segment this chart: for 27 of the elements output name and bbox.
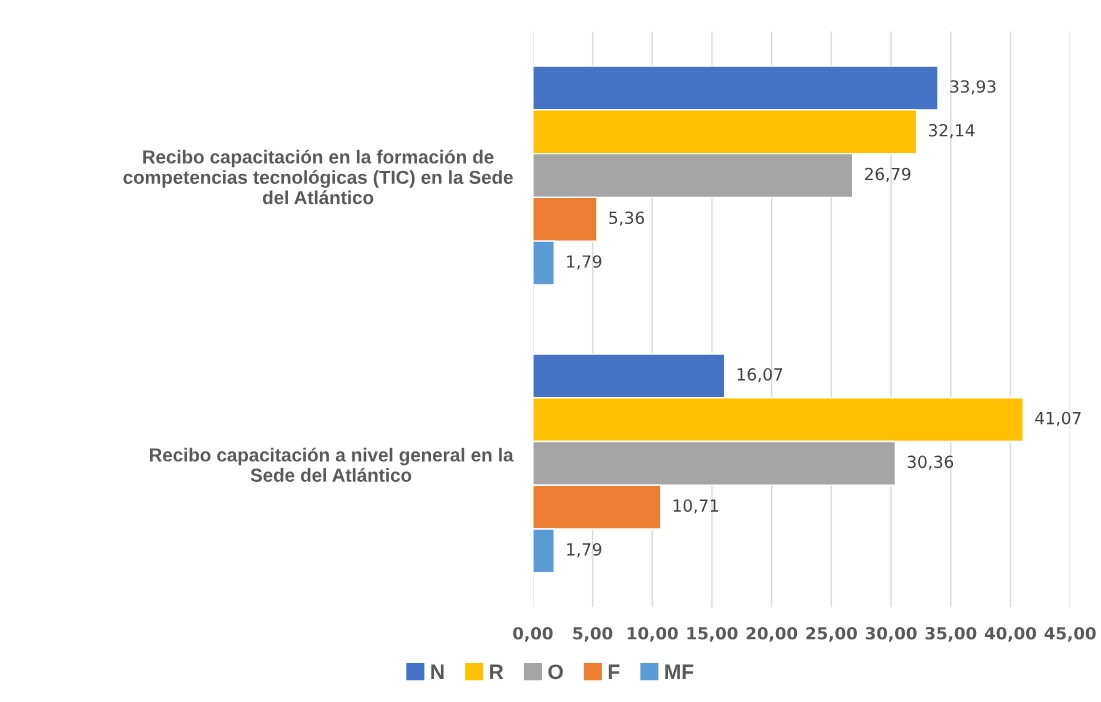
- data-label: 41,07: [1035, 411, 1081, 427]
- data-label: 1,79: [567, 255, 602, 270]
- x-tick-label: 45,00: [1044, 626, 1096, 642]
- legend-label: O: [548, 664, 563, 680]
- data-label: 16,07: [737, 368, 783, 383]
- legend-label: N: [431, 664, 444, 679]
- x-tick-label: 25,00: [806, 626, 857, 642]
- data-label: 10,71: [673, 499, 719, 514]
- x-tick-label: 15,00: [687, 626, 738, 642]
- x-tick-label: 20,00: [746, 626, 798, 642]
- legend-label: R: [490, 664, 504, 679]
- x-tick-label: 0,00: [513, 626, 553, 642]
- data-label: 33,93: [950, 80, 996, 95]
- x-tick-label: 30,00: [865, 626, 917, 642]
- data-label: 30,36: [907, 455, 954, 470]
- x-tick-label: 5,00: [573, 626, 613, 642]
- data-label: 5,36: [609, 211, 645, 226]
- y-tick-label: Recibo capacitación en la formación de competencias tecnológicas (TIC) en la Sede del Atlántico: [123, 149, 513, 205]
- y-tick-label: Recibo capacitación a nivel general en la Sede del Atlántico: [150, 447, 514, 482]
- x-tick-label: 40,00: [984, 626, 1037, 642]
- data-label: 32,14: [929, 123, 975, 139]
- data-label: 26,79: [865, 167, 911, 183]
- x-tick-label: 35,00: [925, 626, 977, 642]
- legend-label: MF: [665, 664, 694, 679]
- x-tick-label: 10,00: [627, 626, 678, 642]
- legend-label: F: [608, 664, 620, 679]
- data-label: 1,79: [567, 543, 602, 558]
